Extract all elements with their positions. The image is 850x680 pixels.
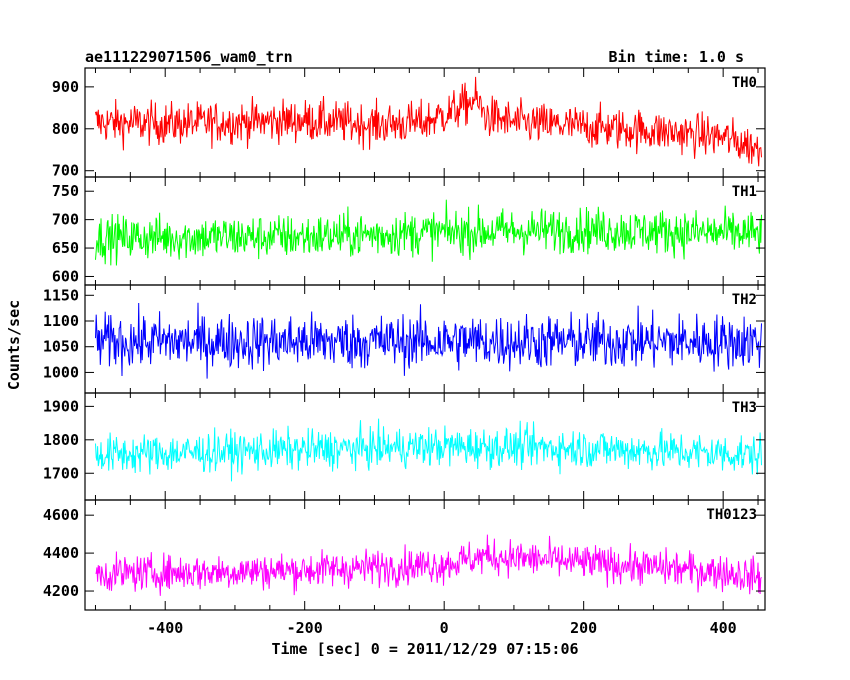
x-tick-label: 400 <box>710 619 737 637</box>
panel-label-th0123: TH0123 <box>706 507 757 523</box>
y-tick-label: 600 <box>52 267 79 285</box>
y-tick-label: 1700 <box>43 464 79 482</box>
series-line-th1 <box>95 199 762 266</box>
series-line-th3 <box>95 418 762 482</box>
panel-label-th1: TH1 <box>732 184 757 200</box>
y-tick-label: 1800 <box>43 431 79 449</box>
chart-title: ae111229071506_wam0_trn <box>85 48 293 66</box>
y-tick-label: 800 <box>52 120 79 138</box>
y-tick-label: 700 <box>52 162 79 180</box>
y-axis-label: Counts/sec <box>5 300 23 390</box>
panel-label-th3: TH3 <box>732 400 757 416</box>
y-tick-label: 1000 <box>43 363 79 381</box>
y-tick-label: 1050 <box>43 338 79 356</box>
y-tick-label: 4600 <box>43 506 79 524</box>
panels-group: 700 800 900 TH0 600 650 700 750 TH1 1000 1050 1100 1… <box>43 67 766 637</box>
x-tick-label: 0 <box>440 619 449 637</box>
panel-frame-th0 <box>84 67 766 178</box>
series-line-th2 <box>95 302 762 379</box>
y-tick-label: 700 <box>52 211 79 229</box>
y-tick-label: 750 <box>52 182 79 200</box>
x-tick-label: 200 <box>570 619 597 637</box>
x-tick-label: -400 <box>147 619 183 637</box>
series-line-th0 <box>95 76 762 167</box>
y-tick-label: 900 <box>52 78 79 96</box>
y-tick-label: 1150 <box>43 286 79 304</box>
series-line-th0123 <box>95 534 762 596</box>
y-tick-label: 4400 <box>43 544 79 562</box>
y-tick-label: 4200 <box>43 582 79 600</box>
x-tick-label: -200 <box>287 619 323 637</box>
x-axis-label: Time [sec] 0 = 2011/12/29 07:15:06 <box>271 640 578 658</box>
y-tick-label: 650 <box>52 239 79 257</box>
panel-label-th0: TH0 <box>732 75 757 91</box>
y-tick-label: 1100 <box>43 312 79 330</box>
panel-frame-th0123 <box>84 499 766 611</box>
y-tick-label: 1900 <box>43 397 79 415</box>
bin-time-label: Bin time: 1.0 s <box>609 48 744 66</box>
panel-label-th2: TH2 <box>732 292 757 308</box>
